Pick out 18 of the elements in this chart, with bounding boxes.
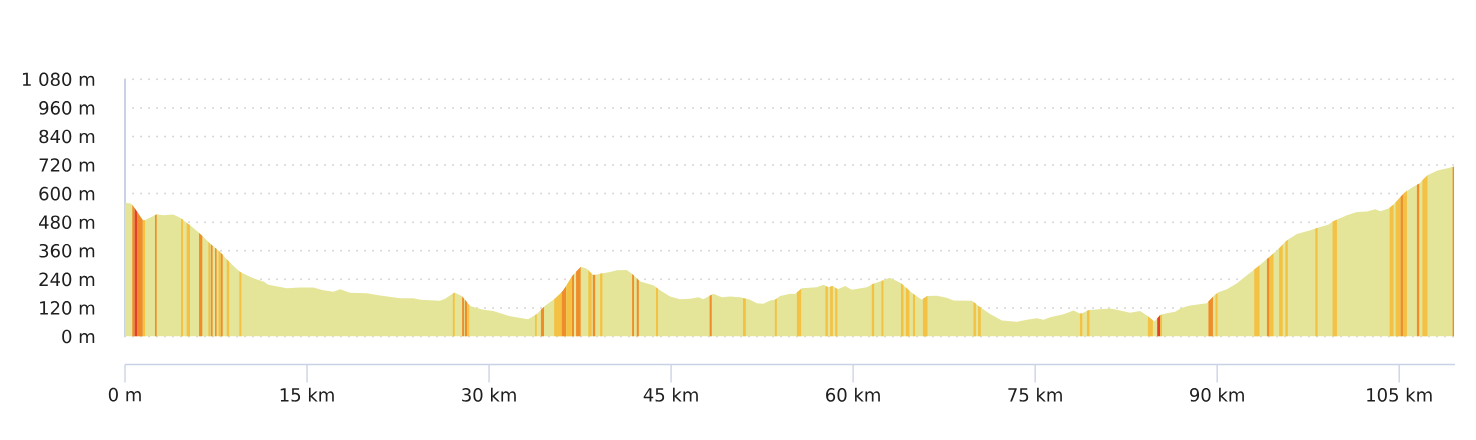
x-tick-label: 15 km (280, 387, 334, 402)
x-tick-label: 105 km (1367, 387, 1432, 402)
y-tick-label: 840 m (39, 129, 95, 144)
y-tick-label: 960 m (39, 101, 95, 115)
x-tick-label: 0 m (108, 387, 141, 402)
y-tick-label: 360 m (39, 243, 95, 258)
x-tick-label: 90 km (1190, 387, 1244, 402)
x-tick-label: 75 km (1008, 387, 1062, 402)
y-tick-label: 120 m (40, 301, 95, 315)
x-tick-label: 45 km (643, 387, 698, 402)
x-tick-label: 30 km (462, 387, 516, 402)
y-tick-label: 600 m (39, 186, 95, 201)
y-tick-label: 1 080 m (22, 72, 95, 87)
x-tick-label: 60 km (826, 387, 880, 402)
y-tick-label: 0 m (62, 329, 95, 344)
y-tick-label: 480 m (39, 215, 95, 229)
y-tick-label: 720 m (39, 158, 95, 172)
y-tick-label: 240 m (39, 272, 95, 287)
